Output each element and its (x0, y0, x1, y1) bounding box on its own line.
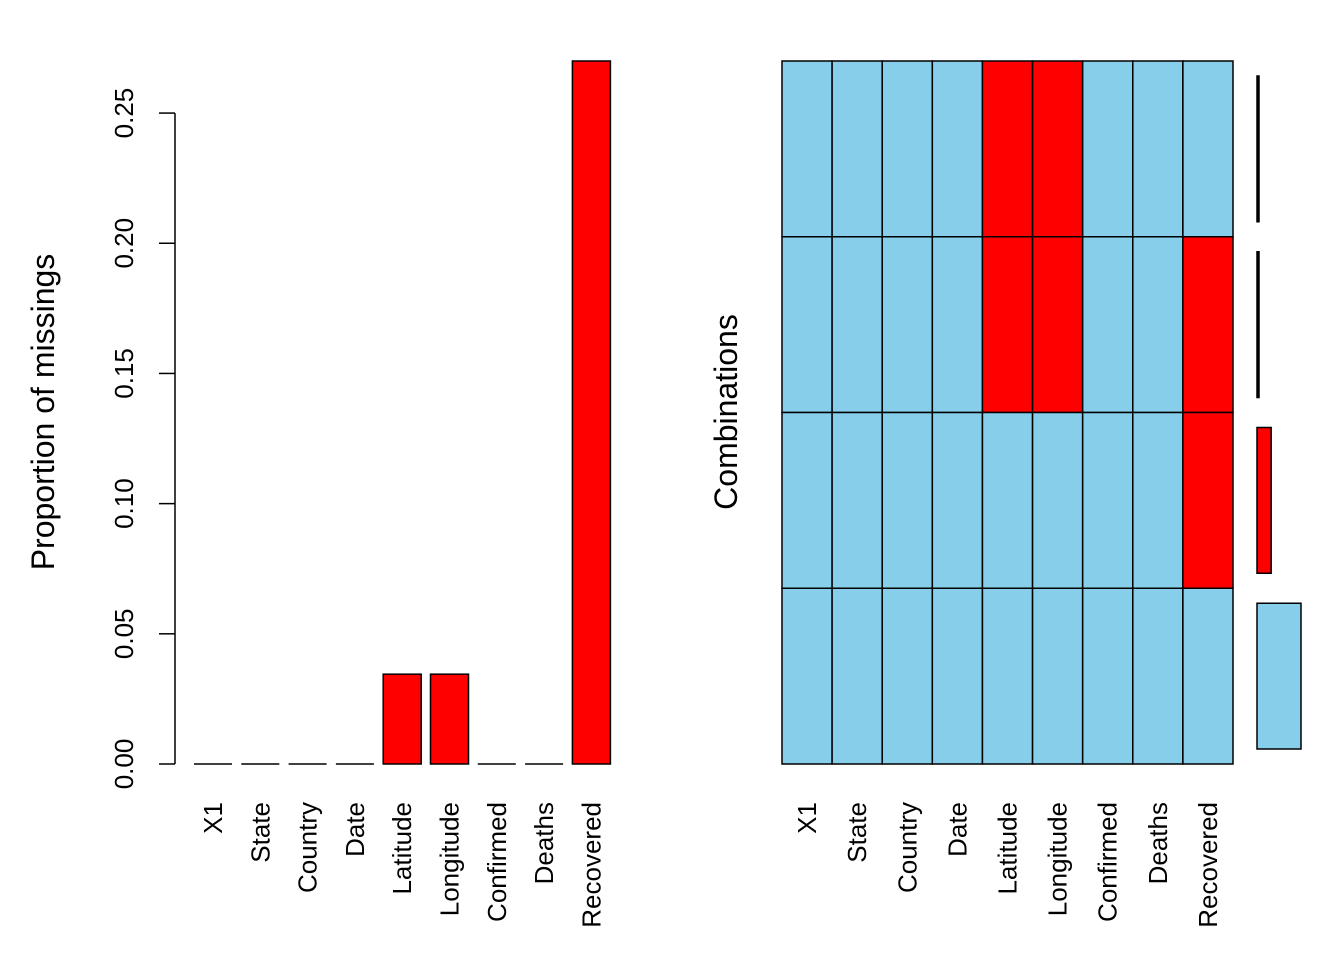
combination-cell (981, 60, 1034, 238)
bar-recovered (571, 60, 612, 765)
y-tick-label: 0.00 (109, 739, 139, 790)
bars (194, 60, 612, 765)
x-tick-label: Latitude (387, 802, 417, 895)
combination-frequency-bars (1256, 75, 1302, 750)
column-label: Date (942, 802, 972, 857)
combination-cell (1081, 411, 1134, 589)
column-label: Confirmed (1093, 802, 1123, 922)
combination-frequency-bar (1256, 75, 1260, 223)
combination-cell (1182, 411, 1234, 589)
column-label: Country (892, 802, 922, 893)
combination-cell (981, 411, 1034, 589)
combination-cell (781, 236, 833, 414)
y-axis: 0.00 0.05 0.10 0.15 0.20 0.25 (109, 88, 176, 790)
x-tick-label: Date (340, 802, 370, 857)
combination-cell (931, 411, 984, 589)
combination-frequency-bar (1256, 251, 1260, 399)
combination-cell (881, 411, 934, 589)
bar-latitude (382, 673, 422, 765)
combination-cell (1031, 411, 1084, 589)
combination-cell (831, 587, 883, 765)
combination-cell (981, 587, 1034, 765)
combination-cell (1081, 236, 1134, 414)
combination-frequency-bar (1256, 426, 1272, 574)
combination-cell (931, 587, 984, 765)
y-tick-label: 0.20 (109, 218, 139, 269)
combination-cell (1031, 60, 1084, 238)
combination-cell (881, 587, 934, 765)
combination-cell (981, 236, 1034, 414)
combinations-axis-label: Combinations (708, 314, 744, 510)
x-tick-label: State (245, 802, 275, 863)
x-tick-label: Recovered (576, 802, 606, 928)
y-tick-label: 0.05 (109, 609, 139, 660)
missing-proportion-bar-chart: Proportion of missings 0.000.050.100.150… (25, 60, 612, 928)
combination-cell (1182, 60, 1234, 238)
x-tick-label: Longitude (435, 802, 465, 916)
combination-cell (781, 60, 833, 238)
missing-combinations-heatmap: Combinations X1 State Country Date Latitude L… (708, 60, 1302, 928)
combination-cell (1031, 236, 1084, 414)
column-label: Deaths (1143, 802, 1173, 884)
y-axis-label: Proportion of missings (25, 254, 61, 571)
combination-cell (831, 60, 883, 238)
combination-cell (1081, 60, 1134, 238)
x-tick-label: X1 (198, 802, 228, 834)
column-label: Latitude (993, 802, 1023, 895)
combination-cell (1132, 587, 1184, 765)
y-tick-label: 0.25 (109, 88, 139, 139)
y-tick-label: 0.10 (109, 478, 139, 529)
combination-cell (1132, 411, 1184, 589)
combination-grid (781, 60, 1234, 765)
combination-cell (931, 60, 984, 238)
y-tick-label: 0.15 (109, 348, 139, 399)
combination-cell (781, 411, 833, 589)
x-tick-label: Confirmed (482, 802, 512, 922)
combination-cell (881, 60, 934, 238)
combination-frequency-bar (1256, 602, 1302, 750)
column-label: Longitude (1043, 802, 1073, 916)
combination-cell (1031, 587, 1084, 765)
combination-cell (1182, 236, 1234, 414)
combination-cell (781, 587, 833, 765)
column-label: State (842, 802, 872, 863)
combination-cell (1081, 587, 1134, 765)
combination-cell (1132, 236, 1184, 414)
combination-cell (1182, 587, 1234, 765)
x-tick-labels: X1 State Country Date Latitude Longitude Confi… (198, 802, 606, 928)
x-tick-label: Country (293, 802, 323, 893)
x-tick-label: Deaths (529, 802, 559, 884)
column-label: Recovered (1193, 802, 1223, 928)
combination-cell (831, 236, 883, 414)
column-label: X1 (792, 802, 822, 834)
combination-cell (931, 236, 984, 414)
column-labels: X1 State Country Date Latitude Longitude Confi… (792, 802, 1223, 928)
combination-cell (831, 411, 883, 589)
combination-cell (881, 236, 934, 414)
combination-cell (1132, 60, 1184, 238)
bar-longitude (429, 673, 470, 765)
